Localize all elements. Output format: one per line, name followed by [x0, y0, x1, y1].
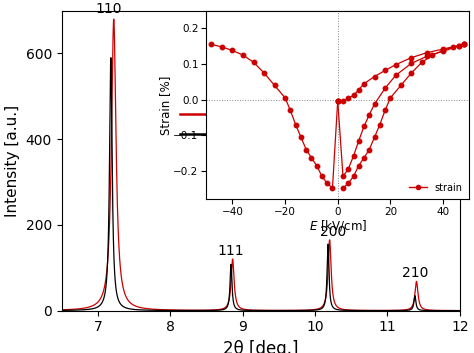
Legend: $I_{E\,=\,50}$, $I_{E\,=\,0}$: $I_{E\,=\,50}$, $I_{E\,=\,0}$ [180, 107, 256, 143]
Text: 200: 200 [320, 225, 346, 239]
X-axis label: $E$ [kV/cm]: $E$ [kV/cm] [309, 219, 367, 233]
Text: 210: 210 [401, 266, 428, 280]
Legend: strain: strain [407, 181, 465, 195]
Text: 110: 110 [95, 2, 122, 16]
X-axis label: 2θ [deg.]: 2θ [deg.] [223, 340, 299, 353]
Y-axis label: Intensity [a.u.]: Intensity [a.u.] [5, 104, 20, 217]
Text: 111: 111 [218, 244, 244, 258]
Y-axis label: Strain [%]: Strain [%] [159, 75, 172, 135]
